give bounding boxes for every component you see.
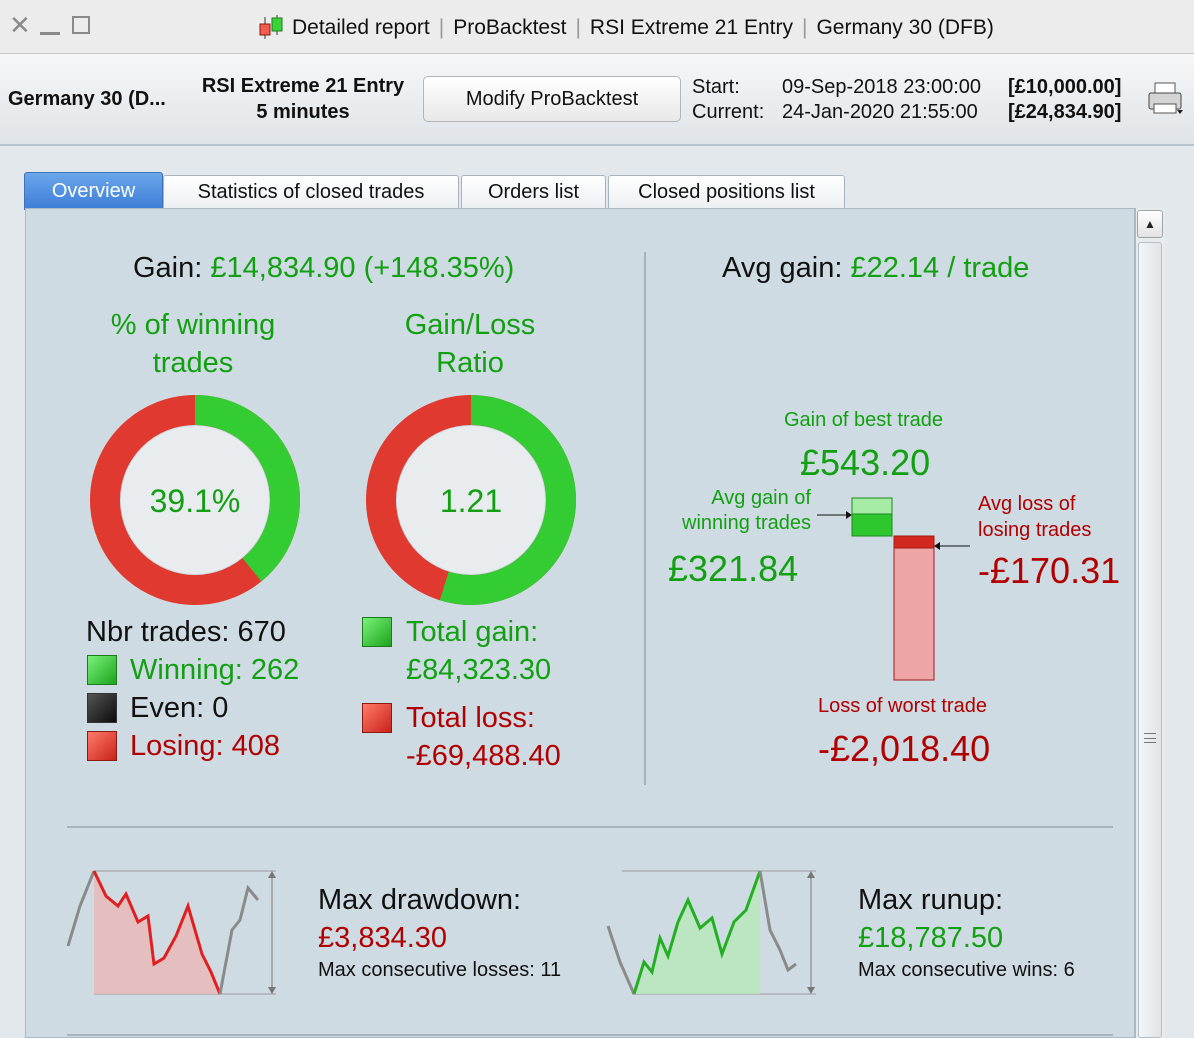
winning-pct-title-line2: trades: [152, 347, 234, 379]
title-part-probacktest: ProBacktest: [453, 16, 567, 39]
donut-center: [397, 426, 545, 574]
donut-gain-segment: [439, 395, 576, 605]
winning-pct-title-line1: % of winning: [110, 309, 276, 341]
tab-overview[interactable]: Overview: [24, 172, 163, 210]
ratio-title-line1: Gain/Loss: [404, 309, 536, 341]
tab-closed-positions[interactable]: Closed positions list: [608, 175, 845, 209]
avg-loss-label-line1: Avg loss of: [978, 493, 1076, 515]
section-divider: [644, 252, 646, 785]
worst-trade-value: -£2,018.40: [818, 728, 991, 769]
title-part-strategy: RSI Extreme 21 Entry: [589, 16, 793, 39]
modify-probacktest-button[interactable]: Modify ProBacktest: [423, 76, 681, 122]
close-icon[interactable]: ✕: [9, 10, 31, 40]
instrument-name: Germany 30 (D...: [8, 88, 166, 110]
avg-gain-label: Avg gain:: [722, 252, 843, 284]
trade-range-bars: [817, 497, 970, 681]
gain-loss-ratio-donut: 1.21: [366, 395, 576, 605]
ratio-value: 1.21: [440, 483, 502, 519]
avg-win-label: Avg gain of winning trades: [671, 486, 811, 536]
worst-trade-bar: [893, 535, 935, 681]
total-gain-label: Total gain:: [406, 616, 539, 648]
best-trade-value: £543.20: [800, 442, 931, 483]
tab-statistics[interactable]: Statistics of closed trades: [163, 175, 459, 209]
avg-loss-bar: [893, 535, 935, 549]
minimize-icon[interactable]: [40, 32, 60, 35]
scroll-thumb[interactable]: [1138, 242, 1162, 1038]
scroll-grip-icon: [1144, 733, 1156, 743]
print-icon[interactable]: [1146, 80, 1186, 118]
drawdown-sparkline: [66, 870, 276, 995]
losing-legend-swatch: [87, 731, 117, 761]
avg-loss-value: -£170.31: [978, 550, 1121, 591]
gain-summary: Gain: £14,834.90 (+148.35%): [133, 252, 514, 285]
window-title: Detailed report | ProBacktest | RSI Extr…: [256, 14, 994, 42]
avg-gain-value: £22.14 / trade: [850, 252, 1030, 284]
scroll-up-icon[interactable]: ▲: [1137, 210, 1163, 238]
runup-sparkline: [606, 870, 816, 995]
total-gain-value: £84,323.30: [406, 654, 552, 686]
avg-win-bar: [851, 513, 893, 537]
section-divider: [67, 826, 1113, 828]
timeframe: 5 minutes: [256, 101, 350, 123]
losing-count: Losing: 408: [130, 730, 280, 762]
report-header: Germany 30 (D... RSI Extreme 21 Entry 5 …: [0, 54, 1194, 146]
drawdown-label: Max drawdown:: [318, 884, 522, 916]
tab-orders-list[interactable]: Orders list: [461, 175, 606, 209]
total-gain-swatch: [362, 617, 392, 647]
gain-loss-ratio-title: Gain/Loss Ratio: [370, 306, 570, 382]
start-date: 09-Sep-2018 23:00:00: [782, 76, 982, 98]
avg-loss-label-line2: losing trades: [978, 519, 1092, 541]
total-loss-value: -£69,488.40: [406, 740, 561, 772]
runup-value: £18,787.50: [858, 922, 1004, 954]
start-label: Start:: [692, 76, 740, 98]
nbr-trades: Nbr trades: 670: [86, 616, 286, 648]
winning-legend-swatch: [87, 655, 117, 685]
window-titlebar: [0, 0, 1194, 54]
candlestick-icon: [259, 15, 283, 39]
title-part-report: Detailed report: [292, 16, 430, 39]
consecutive-losses: Max consecutive losses: 11: [318, 959, 562, 981]
worst-trade-label: Loss of worst trade: [818, 695, 987, 717]
consecutive-wins: Max consecutive wins: 6: [858, 959, 1075, 981]
donut-center: [121, 426, 269, 574]
overview-panel: [25, 208, 1135, 1038]
start-capital: [£10,000.00]: [1008, 76, 1122, 98]
winning-pct-value: 39.1%: [150, 483, 241, 519]
runup-label: Max runup:: [858, 884, 1004, 916]
even-legend-swatch: [87, 693, 117, 723]
ratio-title-line2: Ratio: [436, 347, 504, 379]
current-date: 24-Jan-2020 21:55:00: [782, 101, 978, 123]
winning-count: Winning: 262: [130, 654, 300, 686]
best-trade-label: Gain of best trade: [784, 409, 943, 431]
avg-win-value: £321.84: [668, 548, 799, 589]
title-part-instrument: Germany 30 (DFB): [816, 16, 994, 39]
winning-pct-donut: 39.1%: [90, 395, 300, 605]
current-capital: [£24,834.90]: [1008, 101, 1122, 123]
section-divider: [67, 1034, 1113, 1036]
maximize-icon[interactable]: [72, 16, 90, 34]
gain-value: £14,834.90 (+148.35%): [210, 252, 515, 284]
current-label: Current:: [692, 101, 765, 123]
even-count: Even: 0: [130, 692, 229, 724]
drawdown-value: £3,834.30: [318, 922, 448, 954]
avg-gain-summary: Avg gain: £22.14 / trade: [722, 252, 1029, 285]
strategy-name: RSI Extreme 21 Entry: [201, 75, 405, 97]
gain-label: Gain:: [133, 252, 203, 284]
total-loss-swatch: [362, 703, 392, 733]
avg-win-label-line2: winning trades: [682, 512, 811, 534]
avg-win-label-line1: Avg gain of: [711, 487, 811, 509]
avg-loss-label: Avg loss of losing trades: [978, 491, 1091, 543]
winning-pct-title: % of winning trades: [90, 306, 296, 382]
donut-winning-segment: [194, 395, 300, 582]
total-loss-label: Total loss:: [406, 702, 535, 734]
